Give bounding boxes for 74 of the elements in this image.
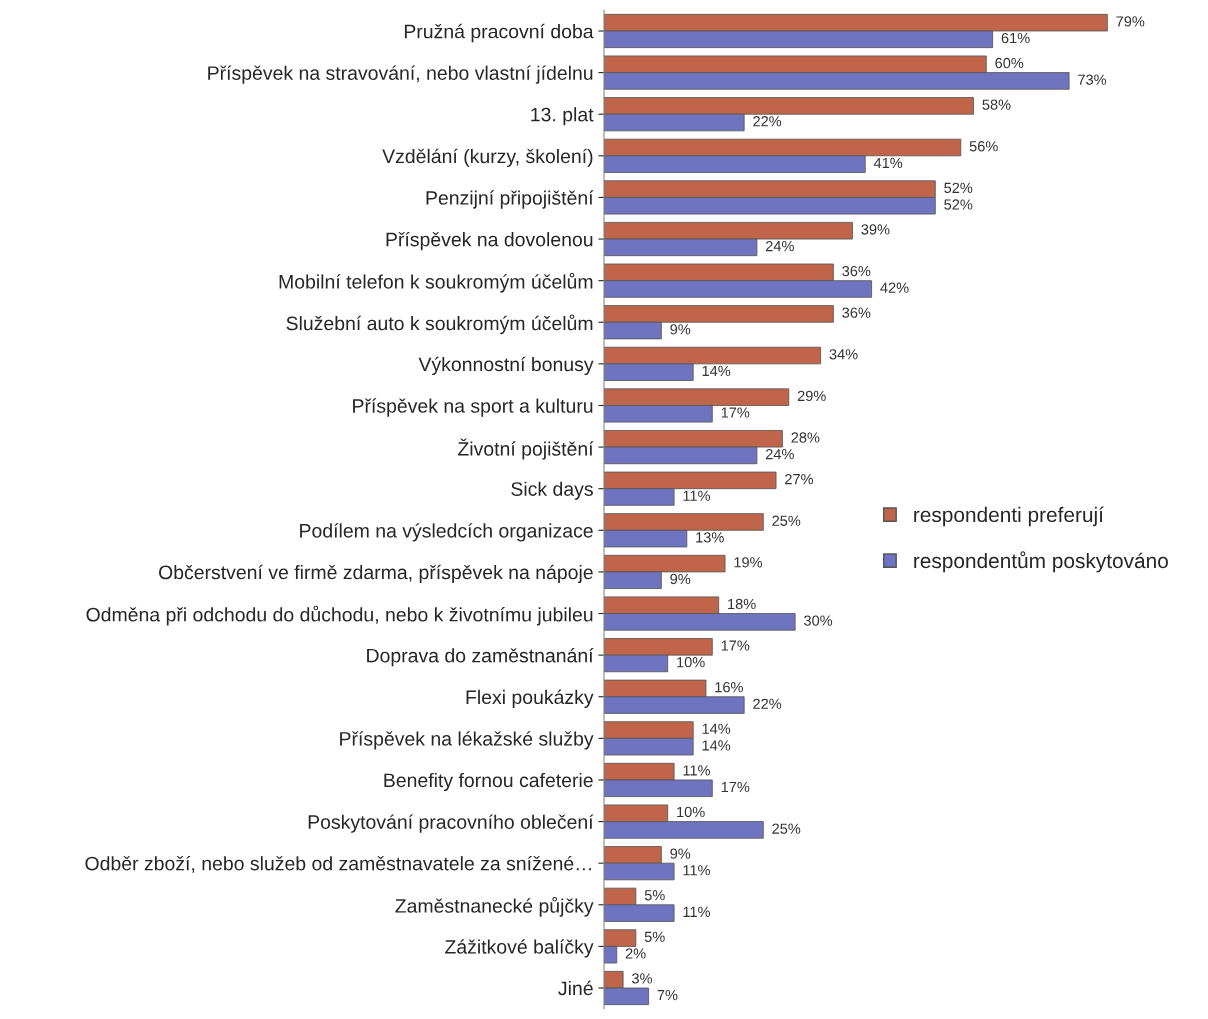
data-label: 36% (842, 265, 871, 277)
data-label: 3% (632, 973, 653, 984)
y-tick-label: Vzdělání (kurzy, školení) (382, 148, 593, 168)
y-tick-label: Sick days (511, 481, 593, 500)
y-tick-label: Mobilní telefon k soukromým účelům (279, 272, 593, 293)
y-tick-label: 13. plat (531, 107, 594, 126)
data-label: 58% (982, 99, 1011, 110)
data-label: 11% (683, 490, 711, 501)
y-tick-label: Podílem na výsledcích organizace (300, 523, 593, 542)
data-label: 16% (715, 682, 743, 693)
data-label: 17% (721, 781, 750, 793)
y-tick-label: Služební auto k soukromým účelům (286, 314, 593, 335)
y-tick-label: Benefity fornou cafeterie (384, 772, 593, 792)
data-label: 9% (670, 848, 691, 859)
data-label: 19% (734, 557, 763, 568)
data-label: 5% (644, 931, 665, 942)
data-label: 9% (670, 324, 691, 335)
data-label: 11% (683, 765, 711, 776)
y-tick-label: Životní pojištění (458, 438, 594, 460)
y-tick-label: Pružná pracovní doba (404, 23, 594, 43)
data-label: 60% (995, 57, 1024, 69)
data-label: 27% (785, 473, 814, 485)
legend-label: respondentům poskytováno (914, 551, 1168, 573)
y-tick-label: Odměna při odchodu do důchodu, nebo k životnímu jubileu (86, 605, 593, 626)
data-label: 24% (765, 240, 794, 252)
y-tick-label: Příspěvek na dovolenou (386, 231, 593, 251)
data-label: 14% (702, 365, 731, 377)
data-label: 52% (944, 182, 973, 194)
y-tick-label: Flexi poukázky (466, 689, 594, 708)
legend-label: respondenti preferují (914, 506, 1104, 527)
data-label: 10% (677, 657, 705, 668)
data-label: 41% (873, 157, 903, 168)
data-label: 22% (753, 698, 782, 709)
data-label: 17% (721, 640, 750, 651)
y-tick-label: Odběr zboží, nebo služeb od zaměstnavatele za snížené… (85, 855, 591, 873)
data-label: 18% (728, 598, 756, 610)
data-label: 61% (1001, 32, 1030, 44)
data-label: 2% (625, 948, 646, 959)
data-label: 34% (829, 349, 858, 360)
data-label: 9% (670, 573, 691, 585)
data-label: 14% (702, 740, 731, 751)
y-tick-label: Poskytování pracovního oblečení (308, 814, 594, 833)
data-label: 28% (791, 432, 820, 443)
data-label: 56% (969, 141, 998, 152)
data-label: 11% (683, 906, 711, 917)
y-tick-label: Výkonnostní bonusy (418, 356, 594, 376)
data-label: 73% (1078, 74, 1107, 85)
data-label: 13% (696, 532, 724, 543)
data-label: 52% (944, 199, 973, 210)
y-tick-label: Penzijní připojištění (426, 190, 594, 209)
data-label: 22% (753, 116, 782, 127)
data-label: 11% (683, 865, 711, 876)
y-tick-label: Doprava do zaměstnanání (367, 647, 594, 667)
data-label: 42% (880, 282, 909, 293)
y-tick-label: Občerstvení ve firmě zdarma, příspěvek na nápoje (158, 564, 593, 584)
data-label: 79% (1116, 16, 1145, 27)
data-label: 39% (861, 224, 890, 235)
data-label: 29% (797, 390, 826, 402)
data-label: 36% (842, 307, 871, 318)
data-label: 24% (765, 449, 794, 460)
data-label: 10% (677, 806, 705, 818)
y-tick-label: Zaměstnanecké půjčky (395, 896, 594, 917)
data-label: 17% (721, 407, 750, 418)
data-label: 30% (804, 615, 833, 626)
y-tick-label: Příspěvek na stravování, nebo vlastní jídelnu (208, 65, 593, 84)
data-label: 25% (772, 515, 801, 526)
data-label: 14% (702, 723, 731, 734)
y-tick-label: Jiné (558, 980, 593, 996)
data-label: 25% (772, 823, 801, 834)
y-tick-label: Příspěvek na sport a kulturu (353, 398, 593, 417)
data-label: 7% (657, 989, 678, 1001)
y-tick-label: Příspěvek na lékažské služby (340, 731, 594, 750)
y-tick-label: Zážitkové balíčky (445, 939, 594, 958)
data-label: 5% (644, 890, 665, 901)
